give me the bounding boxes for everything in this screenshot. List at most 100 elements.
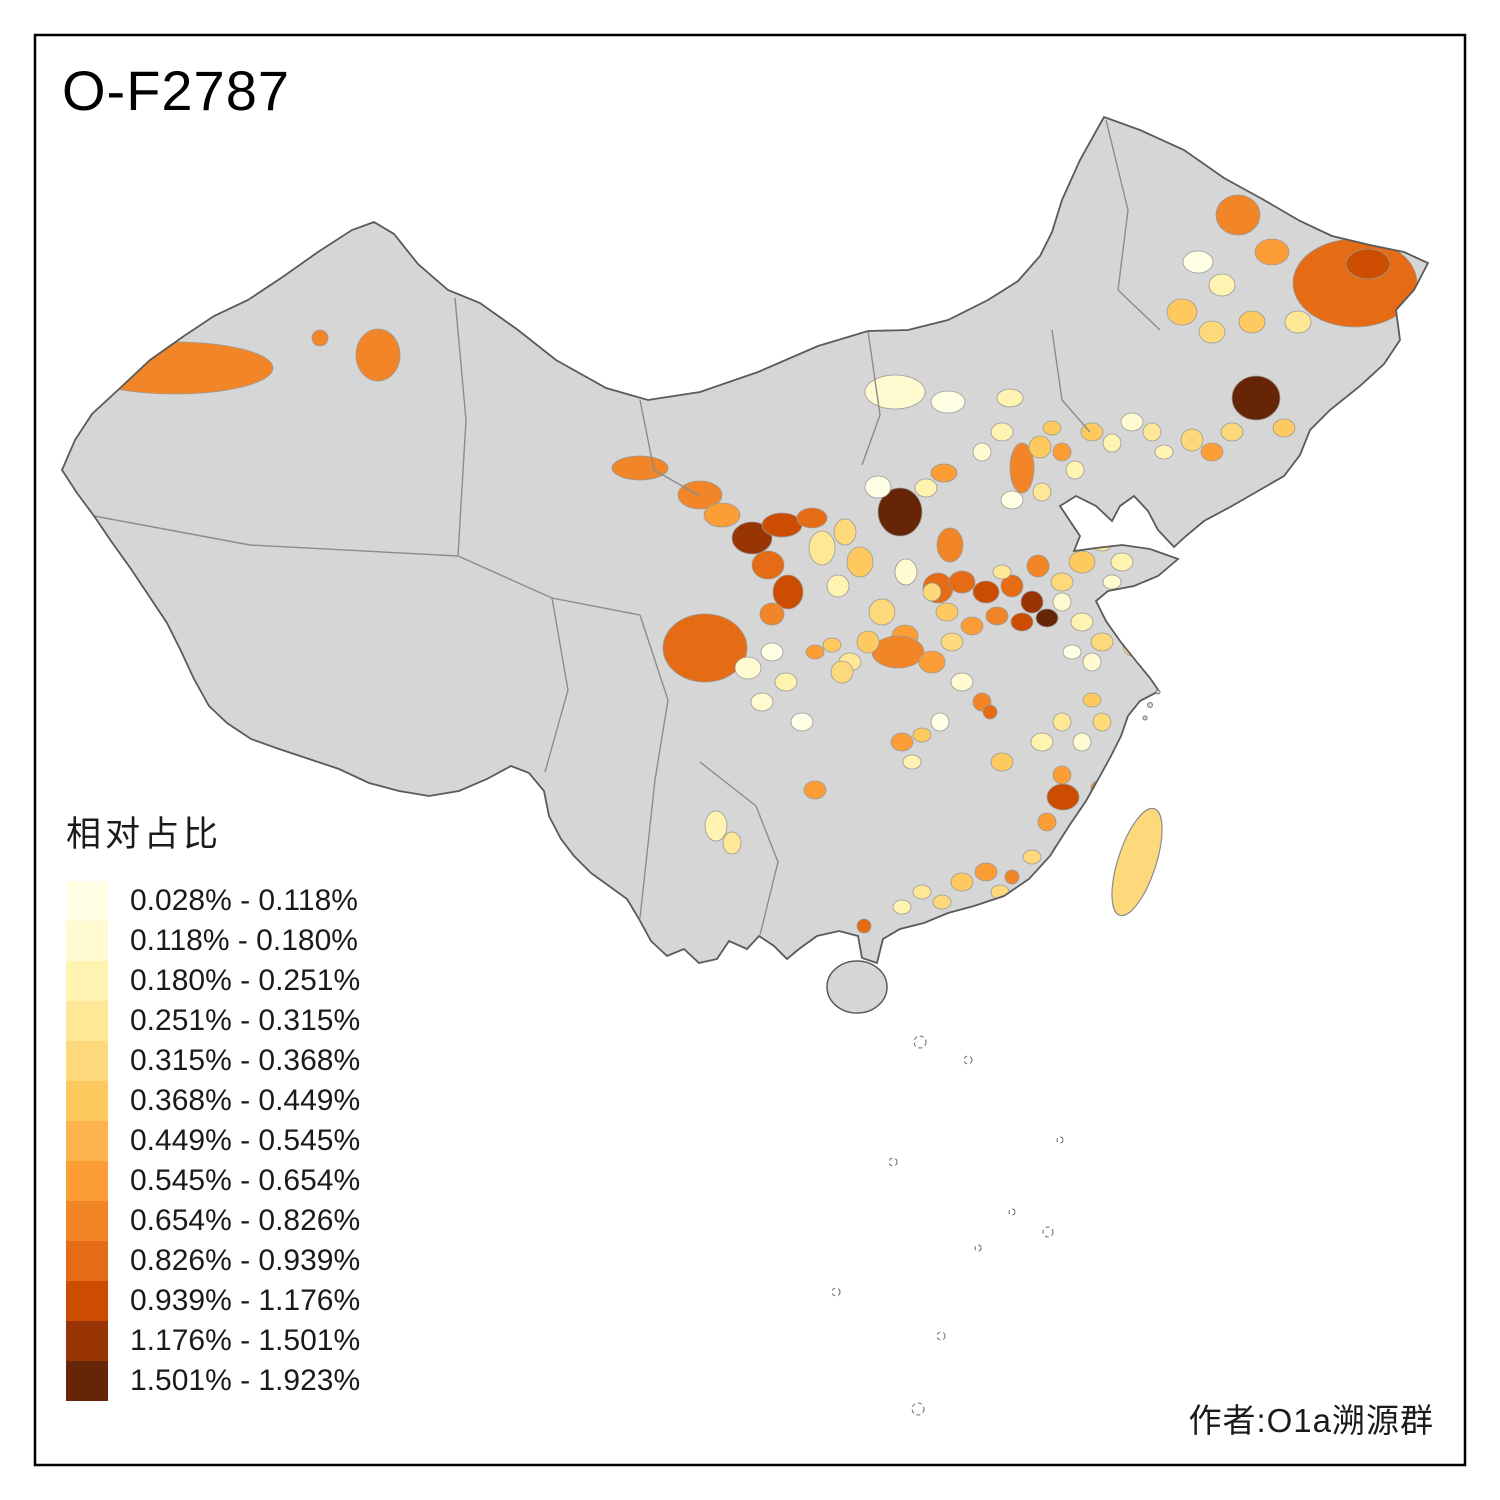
map-region-patch <box>1180 428 1204 452</box>
legend-swatch <box>66 1041 108 1081</box>
map-region-patch <box>960 616 984 636</box>
map-region-patch <box>734 656 762 680</box>
map-region-patch <box>950 672 974 692</box>
legend-swatch <box>66 881 108 921</box>
map-region-patch <box>1182 250 1214 274</box>
map-region-patch <box>864 475 892 499</box>
legend-row: 1.501% - 1.923% <box>66 1361 506 1401</box>
legend-swatch <box>66 1321 108 1361</box>
map-region-patch <box>877 487 923 537</box>
legend-row: 0.315% - 0.368% <box>66 1041 506 1081</box>
map-region-patch <box>990 422 1014 442</box>
map-region-patch <box>902 754 922 770</box>
legend-row: 0.545% - 0.654% <box>66 1161 506 1201</box>
map-region-patch <box>864 374 926 410</box>
map-region-patch <box>1110 552 1134 572</box>
taiwan-island <box>1111 807 1163 917</box>
map-region-patch <box>760 642 784 662</box>
province-borders <box>93 119 1161 936</box>
map-region-patch <box>892 899 912 915</box>
map-region-patch <box>833 518 857 546</box>
map-region-patch <box>1208 273 1236 297</box>
legend-label: 0.654% - 0.826% <box>130 1204 361 1237</box>
map-region-patch <box>731 521 773 555</box>
legend: 相对占比 0.028% - 0.118% 0.118% - 0.180% 0.180… <box>66 806 506 1401</box>
legend-label: 0.368% - 0.449% <box>130 1084 361 1117</box>
map-region-patch <box>1142 422 1162 442</box>
map-region-patch <box>990 752 1014 772</box>
map-region-patch <box>856 918 872 934</box>
map-region-patch <box>311 329 329 347</box>
legend-label: 0.118% - 0.180% <box>130 924 358 957</box>
map-region-patch <box>805 644 825 660</box>
map-region-patch <box>750 692 774 712</box>
legend-label: 1.501% - 1.923% <box>130 1364 361 1397</box>
map-region-patch <box>972 580 1000 604</box>
map-region-patch <box>703 502 741 528</box>
map-region-patch <box>1052 712 1072 732</box>
map-region-patch <box>1046 783 1080 811</box>
map-region-patch <box>940 632 964 652</box>
map-region-patch <box>982 704 998 720</box>
map-region-patch <box>1090 632 1114 652</box>
map-region-patch <box>1284 310 1312 334</box>
map-region-patch <box>808 530 836 566</box>
map-region-patch <box>772 574 804 610</box>
map-region-patch <box>1345 248 1391 280</box>
map-region-patch <box>1166 298 1198 326</box>
map-region-patch <box>1075 817 1095 837</box>
map-region-patch <box>950 872 974 892</box>
map-region-patch <box>662 613 748 683</box>
map-region-patch <box>1022 849 1042 865</box>
south-sea-islands <box>831 1035 1064 1416</box>
map-region-patch <box>1004 869 1020 885</box>
legend-rows: 0.028% - 0.118% 0.118% - 0.180% 0.180% - 0… <box>66 881 506 1401</box>
legend-swatch <box>66 1201 108 1241</box>
legend-swatch <box>66 1121 108 1161</box>
legend-swatch <box>66 921 108 961</box>
map-region-patch <box>1154 444 1174 460</box>
map-region-patch <box>1050 572 1074 592</box>
legend-swatch <box>66 1241 108 1281</box>
map-region-patch <box>1122 633 1142 657</box>
map-region-patch <box>985 606 1009 626</box>
map-region-patch <box>1238 310 1266 334</box>
map-region-patch <box>1000 490 1024 510</box>
map-region-patch <box>1082 692 1102 708</box>
map-region-patch <box>1104 594 1120 610</box>
map-region-patch <box>1231 375 1281 421</box>
legend-swatch <box>66 1001 108 1041</box>
map-region-patch <box>1092 712 1112 732</box>
map-region-patch <box>930 463 958 483</box>
map-region-patch <box>677 480 723 510</box>
legend-row: 0.368% - 0.449% <box>66 1081 506 1121</box>
map-region-patch <box>846 546 874 578</box>
legend-label: 0.939% - 1.176% <box>130 1284 361 1317</box>
legend-label: 1.176% - 1.501% <box>130 1324 361 1357</box>
map-region-patch <box>1120 412 1144 432</box>
map-region-patch <box>1130 524 1150 540</box>
map-region-patch <box>1052 442 1072 462</box>
map-region-patch <box>1112 612 1132 632</box>
map-region-patch <box>1030 732 1054 752</box>
map-region-patch <box>76 341 274 395</box>
page-title: O-F2787 <box>62 59 290 122</box>
map-region-patch <box>611 455 669 481</box>
map-region-patch <box>922 582 942 602</box>
legend-row: 0.180% - 0.251% <box>66 961 506 1001</box>
map-region-patch <box>1020 590 1044 614</box>
legend-label: 0.449% - 0.545% <box>130 1124 361 1157</box>
map-region-patch <box>1052 765 1072 785</box>
map-region-patch <box>85 353 105 367</box>
legend-swatch <box>66 961 108 1001</box>
legend-swatch <box>66 1081 108 1121</box>
legend-swatch <box>66 1361 108 1401</box>
map-region-patch <box>948 570 976 594</box>
map-region-patch <box>774 672 798 692</box>
map-region-patch <box>1198 320 1226 344</box>
map-region-patch <box>1102 433 1122 453</box>
map-region-patch <box>1028 435 1052 459</box>
map-region-patch <box>790 712 814 732</box>
